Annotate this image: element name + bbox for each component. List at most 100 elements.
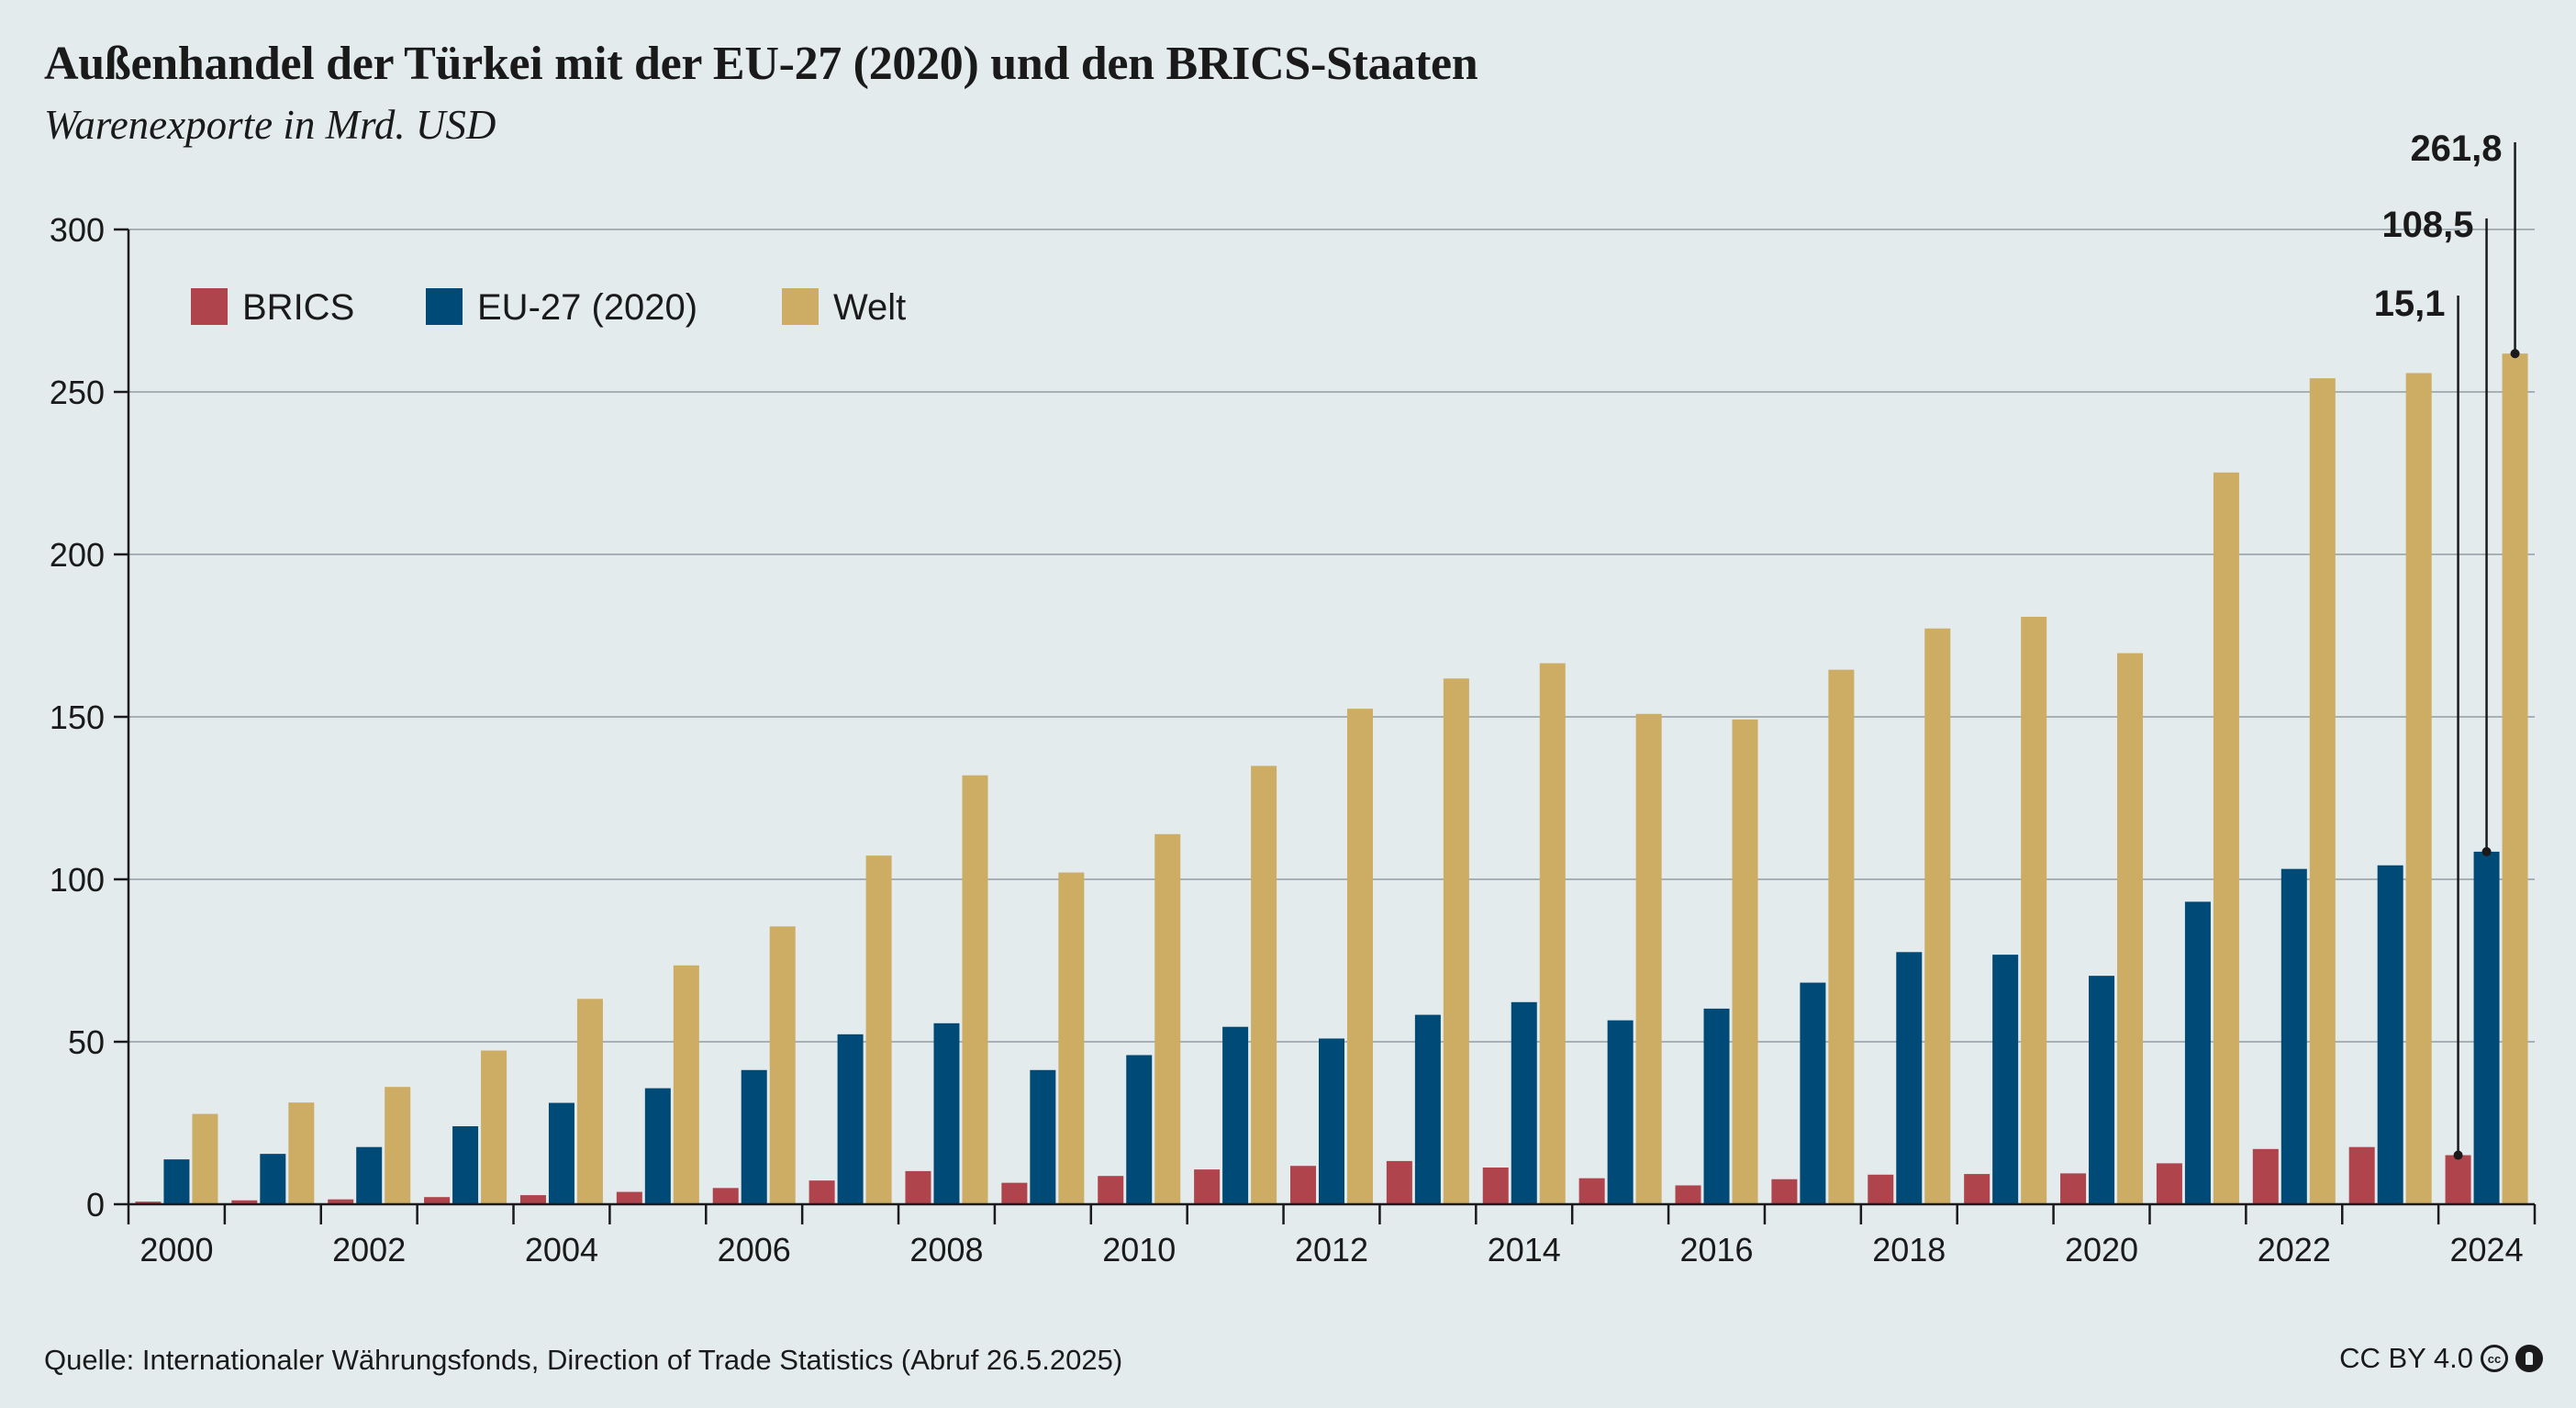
bar-brics-2008 [905, 1170, 931, 1204]
legend-swatch-welt [782, 288, 819, 325]
bar-brics-2003 [424, 1197, 451, 1204]
bar-welt-2010 [1154, 833, 1181, 1204]
legend-label: BRICS [242, 287, 354, 328]
bar-brics-2013 [1386, 1160, 1412, 1204]
bar-eu-27-2020-2003 [452, 1126, 479, 1204]
y-tick-label: 250 [50, 374, 105, 411]
bar-welt-2024 [2502, 353, 2528, 1204]
x-tick-label: 2006 [718, 1231, 791, 1268]
bar-eu-27-2020-2016 [1703, 1008, 1730, 1204]
bar-welt-2018 [1924, 628, 1951, 1204]
bar-brics-2014 [1482, 1167, 1509, 1204]
bars [135, 353, 2528, 1205]
bar-welt-2019 [2021, 616, 2047, 1204]
legend-swatch-brics [191, 288, 228, 325]
bar-eu-27-2020-2023 [2377, 865, 2403, 1204]
license-badge: CC BY 4.0 cc [2339, 1342, 2543, 1375]
bar-welt-2004 [576, 999, 603, 1204]
bar-eu-27-2020-2018 [1896, 952, 1923, 1204]
annotation-label: 108,5 [2381, 205, 2473, 245]
bar-welt-2000 [192, 1113, 218, 1204]
bar-brics-2005 [616, 1191, 642, 1204]
bar-eu-27-2020-2021 [2184, 901, 2211, 1204]
x-tick-label: 2002 [332, 1231, 406, 1268]
bar-brics-2024 [2445, 1155, 2471, 1204]
x-tick-label: 2024 [2450, 1231, 2524, 1268]
axes: 0 50 100 150 200 250 300 2000 2002 2004 2006 2008 20… [50, 211, 2537, 1268]
x-tick-label: 2008 [909, 1231, 983, 1268]
y-tick-label: 0 [86, 1186, 105, 1224]
bar-welt-2002 [385, 1087, 411, 1204]
bar-brics-2019 [1964, 1174, 1991, 1204]
annotation-label: 261,8 [2410, 129, 2502, 169]
bar-brics-2006 [712, 1188, 739, 1204]
bar-eu-27-2020-2019 [1992, 955, 2019, 1204]
bar-welt-2005 [673, 965, 699, 1204]
bar-brics-2015 [1578, 1178, 1605, 1204]
x-tick-label: 2014 [1488, 1231, 1561, 1268]
bar-eu-27-2020-2022 [2280, 868, 2307, 1204]
bar-brics-2017 [1771, 1179, 1798, 1204]
gridlines [128, 229, 2535, 1043]
cc-icon: cc [2481, 1345, 2508, 1372]
bar-eu-27-2020-2020 [2089, 976, 2115, 1204]
annotation-dot [2481, 846, 2492, 856]
bar-welt-2008 [962, 775, 988, 1204]
bar-eu-27-2020-2005 [644, 1088, 671, 1204]
bar-welt-2014 [1539, 663, 1566, 1204]
chart-subtitle: Warenexporte in Mrd. USD [44, 102, 496, 148]
chart-title: Außenhandel der Türkei mit der EU-27 (20… [44, 38, 1478, 90]
annotation-dot [2453, 1150, 2463, 1160]
bar-brics-2020 [2060, 1173, 2087, 1204]
bar-eu-27-2020-2013 [1414, 1014, 1441, 1204]
bar-brics-2000 [135, 1201, 162, 1204]
bar-welt-2013 [1443, 678, 1469, 1204]
x-tick-label: 2022 [2258, 1231, 2331, 1268]
bar-brics-2021 [2156, 1163, 2182, 1204]
x-tick-label: 2010 [1102, 1231, 1176, 1268]
bar-eu-27-2020-2004 [548, 1102, 574, 1204]
bar-eu-27-2020-2017 [1800, 982, 1826, 1204]
bar-eu-27-2020-2009 [1030, 1069, 1056, 1204]
x-tick-label: 2020 [2065, 1231, 2138, 1268]
bar-welt-2012 [1347, 709, 1373, 1204]
bar-brics-2004 [519, 1195, 546, 1204]
y-tick-label: 100 [50, 861, 105, 899]
bar-welt-2007 [865, 855, 892, 1204]
bar-brics-2023 [2348, 1146, 2375, 1204]
bar-welt-2006 [769, 926, 796, 1204]
legend-swatch-eu-27-2020 [426, 288, 463, 325]
bar-eu-27-2020-2014 [1511, 1001, 1537, 1204]
legend-label: Welt [833, 287, 906, 328]
legend: BRICS EU-27 (2020) Welt [191, 287, 906, 328]
bar-welt-2023 [2405, 373, 2432, 1204]
bar-brics-2007 [808, 1180, 835, 1204]
bar-brics-2016 [1675, 1185, 1701, 1204]
y-tick-label: 150 [50, 698, 105, 736]
bar-welt-2016 [1732, 719, 1758, 1204]
bar-eu-27-2020-2015 [1607, 1020, 1634, 1204]
bar-eu-27-2020-2011 [1222, 1026, 1249, 1204]
bar-eu-27-2020-2007 [837, 1034, 864, 1204]
bar-welt-2020 [2117, 653, 2144, 1204]
annotation-label: 15,1 [2374, 284, 2446, 324]
x-tick-label: 2016 [1679, 1231, 1753, 1268]
bar-eu-27-2020-2008 [933, 1022, 960, 1204]
bar-eu-27-2020-2001 [260, 1154, 286, 1204]
bar-welt-2011 [1251, 765, 1277, 1204]
bar-welt-2001 [288, 1102, 315, 1204]
x-tick-label: 2012 [1295, 1231, 1368, 1268]
annotation-dot [2510, 349, 2520, 359]
bar-welt-2017 [1828, 669, 1855, 1204]
x-tick-label: 2018 [1872, 1231, 1946, 1268]
bar-eu-27-2020-2002 [356, 1146, 383, 1204]
license-text: CC BY 4.0 [2339, 1342, 2473, 1374]
bar-welt-2022 [2309, 378, 2336, 1205]
bar-brics-2002 [328, 1199, 354, 1204]
x-tick-label: 2004 [525, 1231, 598, 1268]
bar-brics-2001 [231, 1200, 258, 1204]
bar-eu-27-2020-2010 [1126, 1055, 1153, 1204]
y-tick-label: 200 [50, 536, 105, 574]
bar-brics-2022 [2252, 1148, 2279, 1204]
legend-label: EU-27 (2020) [477, 287, 697, 328]
